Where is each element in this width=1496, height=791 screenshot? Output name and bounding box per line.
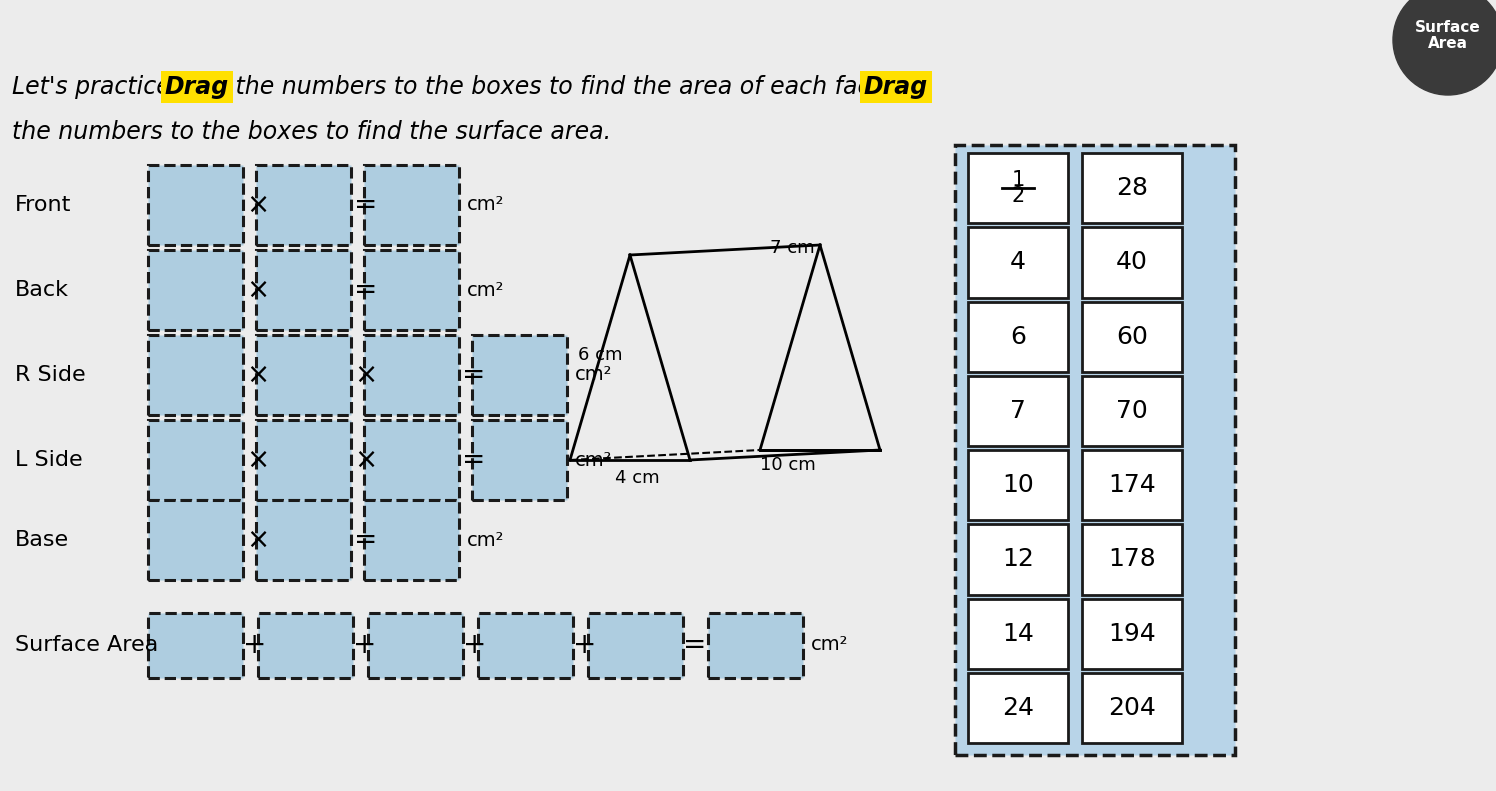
Bar [1082,673,1182,743]
Text: =: = [355,526,377,554]
Text: Back: Back [15,280,69,300]
Bar [148,613,242,678]
Bar [148,250,242,330]
Text: =: = [684,631,706,659]
Text: Front: Front [15,195,72,215]
Text: 4: 4 [1010,251,1026,274]
Bar [256,420,352,500]
Text: ×: × [247,361,269,389]
Text: Surface: Surface [1415,21,1481,36]
Text: +: + [573,631,597,659]
Bar [1082,599,1182,668]
Bar [588,613,684,678]
Bar [368,613,462,678]
Text: =: = [462,361,486,389]
Text: ×: × [247,191,269,219]
Text: 4 cm: 4 cm [615,469,660,487]
Text: R Side: R Side [15,365,85,385]
Bar [708,613,803,678]
Bar [1082,376,1182,446]
Text: 7: 7 [1010,399,1026,423]
Bar [968,599,1068,668]
Text: 28: 28 [1116,176,1147,200]
Bar [473,335,567,415]
Text: 6: 6 [1010,324,1026,349]
Bar [364,165,459,245]
Text: cm²: cm² [467,531,504,550]
Bar [479,613,573,678]
Bar [364,500,459,580]
Text: cm²: cm² [811,635,848,654]
Bar [968,153,1068,223]
Text: 194: 194 [1109,622,1156,645]
Text: 10 cm: 10 cm [760,456,815,474]
Bar [364,250,459,330]
Bar [1082,301,1182,372]
Bar [148,500,242,580]
Text: 40: 40 [1116,251,1147,274]
Bar [148,165,242,245]
Text: 204: 204 [1109,696,1156,720]
Text: 70: 70 [1116,399,1147,423]
Circle shape [1393,0,1496,95]
Text: L Side: L Side [15,450,82,470]
Bar [968,301,1068,372]
Text: =: = [462,446,486,474]
Bar [968,376,1068,446]
Text: 10: 10 [1002,473,1034,497]
Text: 14: 14 [1002,622,1034,645]
Bar [256,335,352,415]
Text: +: + [464,631,486,659]
Bar [364,420,459,500]
Text: 12: 12 [1002,547,1034,571]
Bar [257,613,353,678]
Text: 6 cm: 6 cm [577,346,622,364]
Text: 60: 60 [1116,324,1147,349]
Bar [256,500,352,580]
Text: 174: 174 [1109,473,1156,497]
Text: Drag: Drag [165,75,229,99]
Bar [954,145,1236,755]
Text: cm²: cm² [467,195,504,214]
Bar [148,420,242,500]
Text: =: = [355,276,377,304]
Text: Let's practice!: Let's practice! [12,75,188,99]
Bar [1082,153,1182,223]
Bar [148,335,242,415]
Text: +: + [244,631,266,659]
Text: =: = [355,191,377,219]
Text: 2: 2 [1011,186,1025,206]
Text: cm²: cm² [467,281,504,300]
Text: cm²: cm² [574,365,612,384]
Text: 178: 178 [1109,547,1156,571]
Bar [1082,524,1182,595]
Text: 24: 24 [1002,696,1034,720]
Text: Surface Area: Surface Area [15,635,159,655]
Text: ×: × [355,361,377,389]
Bar [968,227,1068,297]
Text: ×: × [355,446,377,474]
Text: Base: Base [15,530,69,550]
Text: Area: Area [1429,36,1468,51]
Text: cm²: cm² [574,451,612,470]
Text: 1: 1 [1011,170,1025,190]
Bar [473,420,567,500]
Bar [968,673,1068,743]
Bar [1082,450,1182,520]
Text: the numbers to the boxes to find the surface area.: the numbers to the boxes to find the sur… [12,120,612,144]
Bar [256,165,352,245]
Text: ×: × [247,446,269,474]
Text: Drag: Drag [865,75,928,99]
Text: the numbers to the boxes to find the area of each face.: the numbers to the boxes to find the are… [227,75,901,99]
Bar [364,335,459,415]
Bar [1082,227,1182,297]
Bar [968,450,1068,520]
Text: ×: × [247,526,269,554]
Bar [968,524,1068,595]
Text: +: + [353,631,377,659]
Text: 7 cm: 7 cm [770,239,815,257]
Bar [256,250,352,330]
Text: ×: × [247,276,269,304]
